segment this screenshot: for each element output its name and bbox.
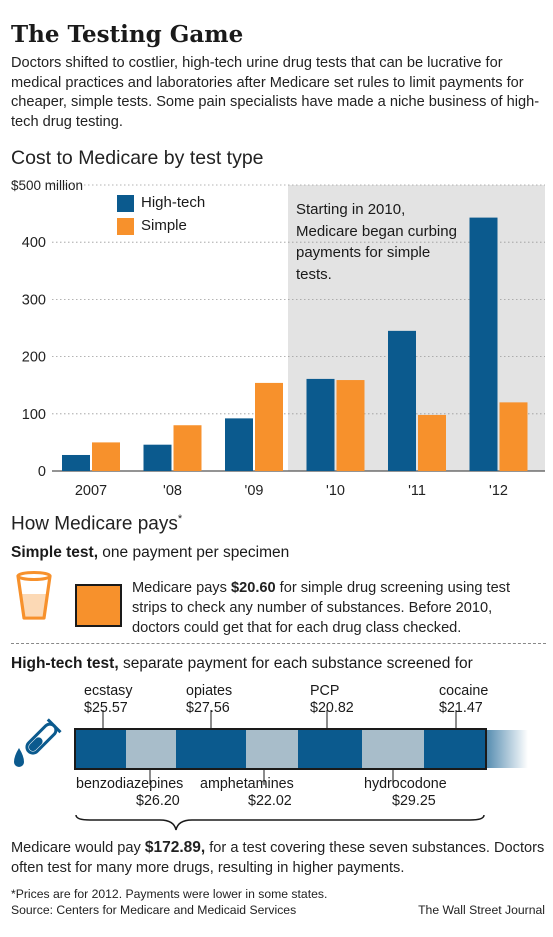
y-tick-label: $500 million [11, 178, 83, 193]
strip-segment [362, 730, 424, 768]
bar-hightech-4 [388, 330, 416, 471]
section-divider [11, 643, 546, 644]
drug-price: $29.25 [392, 793, 436, 809]
total-pre: Medicare would pay [11, 840, 145, 856]
bar-chart: 0 100 200 300 400 $500 million 2007 '08 '09 '10 '1… [11, 178, 545, 499]
drug-price: $22.02 [248, 793, 292, 809]
graphic-title: The Testing Game [11, 21, 244, 48]
intro-text: Doctors shifted to costlier, high-tech u… [11, 55, 540, 130]
x-tick-label: '10 [326, 483, 345, 499]
strip-segment [298, 730, 362, 768]
bar-hightech-0 [62, 454, 90, 471]
section-title: How Medicare pays* [11, 513, 182, 535]
drug-label-pcp: PCP $20.82 [310, 683, 354, 717]
simple-desc-pre: Medicare pays [132, 580, 231, 596]
simple-test-description: Medicare pays $20.60 for simple drug scr… [132, 578, 532, 638]
test-tube-icon [14, 718, 62, 767]
bar-simple-2 [255, 382, 283, 471]
simple-test-heading-bold: Simple test, [11, 544, 98, 561]
y-tick-label: 300 [22, 292, 46, 308]
x-tick-label: '09 [245, 483, 264, 499]
credit-line: The Wall Street Journal [418, 903, 545, 917]
drug-strip-graphic [74, 710, 528, 831]
drug-name: ecstasy [84, 683, 133, 699]
y-tick-label: 200 [22, 350, 46, 366]
chart-annotation: Starting in 2010, Medicare began curbing… [296, 201, 457, 283]
drug-price: $21.47 [439, 700, 483, 716]
legend-swatch-hightech [117, 195, 134, 212]
chart-title: Cost to Medicare by test type [11, 147, 264, 169]
section-title-mark: * [177, 513, 183, 525]
hightech-test-heading-rest: separate payment for each substance scre… [118, 655, 473, 672]
y-tick-label: 100 [22, 407, 46, 423]
strip-tail [486, 730, 528, 768]
drug-name: amphetamines [200, 776, 294, 792]
cup-icon [16, 571, 52, 620]
bar-simple-5 [499, 402, 528, 471]
footnote: *Prices are for 2012. Payments were lowe… [11, 887, 328, 901]
simple-test-heading-rest: one payment per specimen [98, 544, 290, 561]
bar-simple-1 [173, 425, 202, 471]
x-tick-label: 2007 [75, 483, 107, 499]
simple-desc-post: for simple drug screening using test str… [132, 580, 511, 636]
legend-swatch-simple [117, 218, 134, 235]
total-post: for a test covering these seven substanc… [11, 840, 545, 876]
drug-label-amphetamines: amphetamines $22.02 [200, 776, 294, 810]
drug-label-opiates: opiates $27.56 [186, 683, 232, 717]
bar-simple-3 [336, 380, 365, 471]
strip-segment [176, 730, 246, 768]
total-amount: $172.89, [144, 839, 206, 856]
simple-test-box [75, 584, 122, 627]
drug-label-cocaine: cocaine $21.47 [439, 683, 488, 717]
simple-desc-amount: $20.60 [230, 580, 276, 596]
drug-price: $27.56 [186, 700, 230, 716]
section-title-text: How Medicare pays [11, 513, 178, 535]
total-payment-text: Medicare would pay $172.89, for a test c… [11, 838, 551, 878]
bar-simple-4 [418, 414, 446, 471]
drug-name: PCP [310, 683, 340, 699]
bar-simple-0 [92, 442, 120, 471]
strip-outline [74, 728, 487, 770]
drug-price: $25.57 [84, 700, 128, 716]
x-tick-label: '08 [163, 483, 182, 499]
drug-price: $20.82 [310, 700, 354, 716]
drug-label-ecstasy: ecstasy $25.57 [84, 683, 132, 717]
simple-test-heading: Simple test, one payment per specimen [11, 544, 289, 562]
strip-segment [126, 730, 176, 768]
bar-hightech-5 [469, 217, 498, 471]
strip-segment [76, 730, 126, 768]
legend-label-hightech: High-tech [141, 194, 206, 211]
legend-label-simple: Simple [141, 217, 187, 234]
drug-name: cocaine [439, 683, 489, 699]
y-tick-label: 400 [22, 235, 46, 251]
drug-name: opiates [186, 683, 233, 699]
bar-hightech-1 [143, 444, 172, 471]
y-tick-label: 0 [38, 464, 46, 480]
total-bracket [75, 814, 485, 831]
bar-hightech-3 [306, 378, 335, 471]
drug-name: hydrocodone [364, 776, 447, 792]
x-tick-label: '12 [489, 483, 508, 499]
strip-segment [246, 730, 298, 768]
x-tick-label: '11 [408, 483, 426, 499]
bar-hightech-2 [225, 418, 253, 471]
hightech-test-heading-bold: High-tech test, [11, 655, 119, 672]
drug-name: benzodiazepines [76, 776, 184, 792]
drug-label-benzodiazepines: benzodiazepines $26.20 [76, 776, 183, 810]
strip-segment [424, 730, 486, 768]
drug-label-hydrocodone: hydrocodone $29.25 [364, 776, 447, 810]
drug-price: $26.20 [136, 793, 180, 809]
source-line: Source: Centers for Medicare and Medicai… [11, 903, 297, 917]
hightech-test-heading: High-tech test, separate payment for eac… [11, 655, 473, 673]
